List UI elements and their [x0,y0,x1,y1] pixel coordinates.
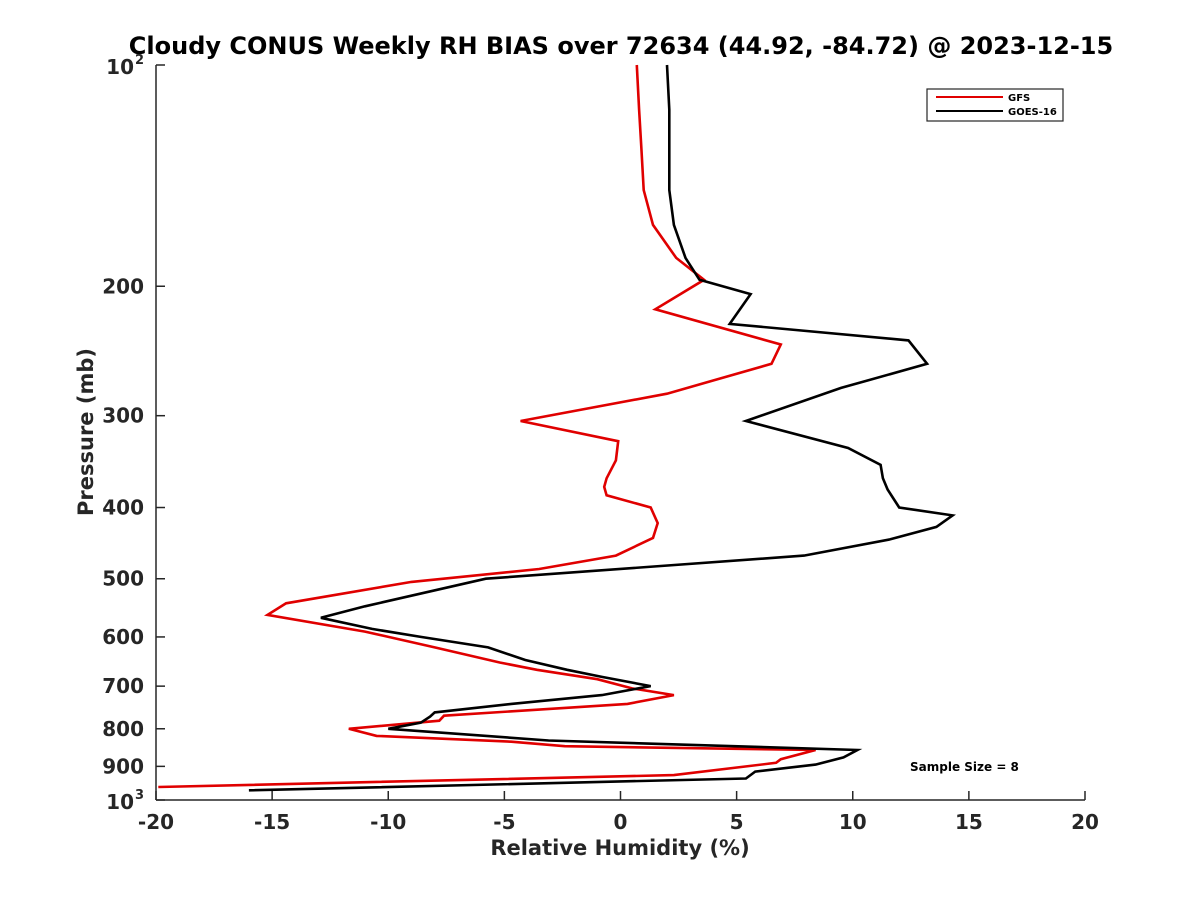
legend-box [926,88,1064,122]
y-tick-label: 10 [106,790,134,814]
x-tick-label: -10 [370,810,406,834]
x-tick-label: -20 [138,810,174,834]
y-axis-label: Pressure (mb) [74,348,98,516]
y-tick-label: 10 [106,55,134,79]
legend: GFS GOES-16 [926,88,1064,122]
legend-label-gfs: GFS [1008,93,1030,104]
plot-area: -20 -15 -10 -5 0 5 10 15 20 200 300 400 500 600 700 80… [102,53,1099,834]
y-tick-exponent: 3 [135,788,144,803]
x-tick-label: 10 [839,810,867,834]
series-line-gfs [158,64,816,789]
legend-label-goes16: GOES-16 [1008,107,1057,118]
y-tick-label: 900 [102,754,144,778]
x-tick-label: 5 [730,810,744,834]
series-line-goes16 [248,64,956,792]
x-tick-label: 0 [614,810,628,834]
plot-frame [156,65,1085,800]
x-tick-label: -5 [493,810,515,834]
y-tick-label: 600 [102,625,144,649]
y-tick-label: 400 [102,496,144,520]
y-tick-label: 300 [102,404,144,428]
x-tick-label: 20 [1071,810,1099,834]
y-tick-label: 800 [102,717,144,741]
x-tick-label: 15 [955,810,983,834]
y-tick-label: 500 [102,567,144,591]
y-tick-label: 700 [102,674,144,698]
series-layer [158,64,956,792]
y-tick-label: 200 [102,274,144,298]
x-axis-label: Relative Humidity (%) [490,836,749,860]
x-axis-ticks: -20 -15 -10 -5 0 5 10 15 20 [138,791,1099,834]
y-tick-exponent: 2 [135,53,144,68]
chart-title: Cloudy CONUS Weekly RH BIAS over 72634 (… [129,32,1113,60]
x-tick-label: -15 [254,810,290,834]
sample-size-annotation: Sample Size = 8 [910,760,1019,774]
